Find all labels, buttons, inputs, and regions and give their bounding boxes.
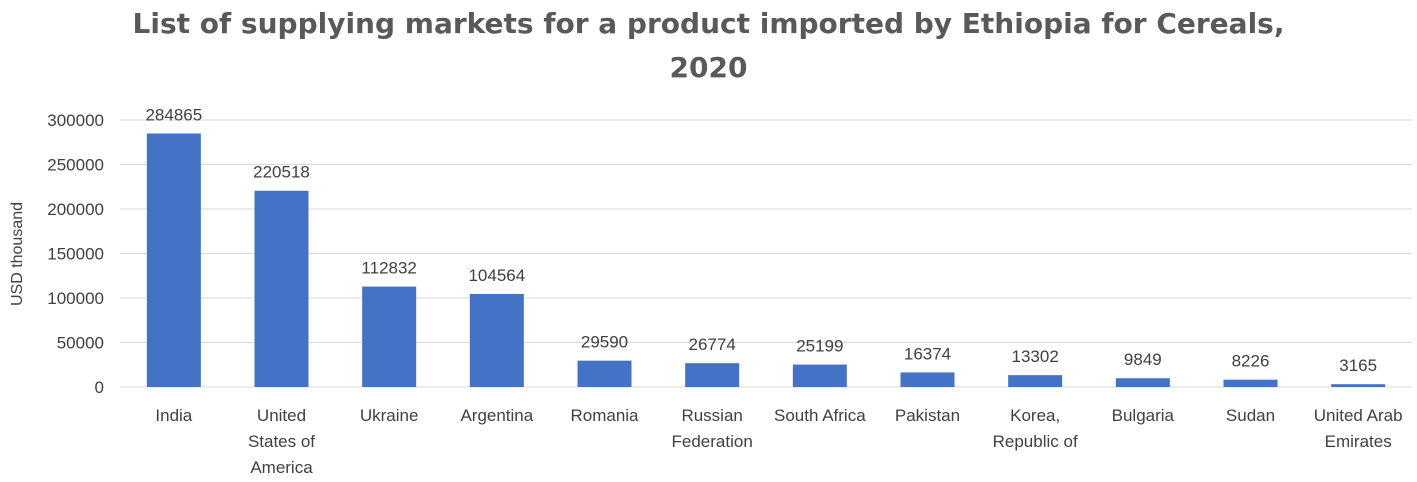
bar [900,372,955,387]
category-label: United [257,406,306,425]
category-label: Korea, [1010,406,1060,425]
bar [577,360,632,387]
bar [685,363,740,387]
data-label: 13302 [1012,347,1059,366]
y-tick-label: 200000 [47,200,104,219]
category-label: South Africa [774,406,866,425]
data-label: 25199 [796,337,843,356]
category-label: Russian [681,406,742,425]
bar [1008,375,1063,387]
bars [146,133,1386,387]
category-label: Pakistan [895,406,960,425]
chart-title-line-2: 2020 [669,51,748,84]
category-label: Sudan [1226,406,1275,425]
data-label: 220518 [253,163,310,182]
gridlines [120,119,1412,388]
category-label: Romania [570,406,639,425]
bar [362,286,417,387]
bar [254,190,309,387]
category-label: States of [248,432,315,451]
data-label: 104564 [468,266,525,285]
chart-title-line-1: List of supplying markets for a product … [132,7,1285,40]
category-label: Emirates [1325,432,1392,451]
category-label: Federation [672,432,753,451]
y-tick-label: 0 [95,378,104,397]
bar [1331,384,1386,387]
y-tick-label: 50000 [57,334,104,353]
bar [1115,378,1170,387]
y-axis-ticks: 0 50000 100000 150000 200000 250000 300000 [47,111,104,397]
data-label: 3165 [1339,356,1377,375]
data-label: 8226 [1232,352,1270,371]
data-label: 29590 [581,333,628,352]
data-label: 284865 [145,105,202,124]
category-label: Bulgaria [1112,406,1175,425]
category-label: Republic of [993,432,1078,451]
y-tick-label: 300000 [47,111,104,130]
data-label: 9849 [1124,350,1162,369]
bar [469,293,524,387]
y-axis-title: USD thousand [9,202,26,306]
bar [146,133,201,387]
category-label: India [155,406,192,425]
bar [792,364,847,387]
category-label: United Arab [1314,406,1403,425]
category-label: Ukraine [360,406,419,425]
data-label: 16374 [904,344,951,363]
y-tick-label: 100000 [47,289,104,308]
category-labels: India United States of America Ukraine Argent… [155,406,1402,477]
category-label: America [250,458,313,477]
data-label: 26774 [689,335,736,354]
data-labels: 284865 220518 112832 104564 29590 26774 25199 1… [145,105,1377,375]
category-label: Argentina [460,406,533,425]
data-label: 112832 [361,259,416,278]
chart-title: List of supplying markets for a product … [0,2,1417,90]
y-tick-label: 150000 [47,245,104,264]
y-tick-label: 250000 [47,156,104,175]
bar [1223,379,1278,387]
